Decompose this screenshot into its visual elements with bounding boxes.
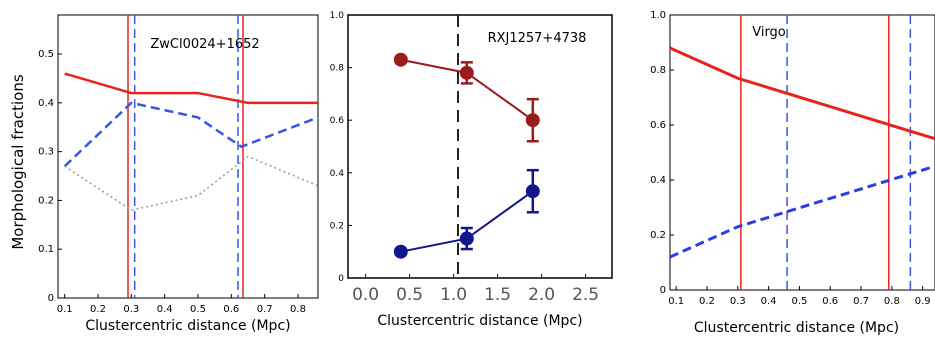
x-tick-label: 2.5 bbox=[572, 285, 599, 305]
y-tick-label: 0.2 bbox=[650, 230, 666, 241]
x-tick-label: 0.3 bbox=[730, 296, 746, 307]
series-line bbox=[64, 72, 318, 105]
x-tick-label: 0.4 bbox=[157, 304, 173, 315]
y-tick-label: 0.2 bbox=[330, 221, 344, 231]
x-axis-label: Clustercentric distance (Mpc) bbox=[85, 318, 290, 334]
x-tick-label: 0.5 bbox=[396, 285, 423, 305]
x-tick-label: 0.8 bbox=[884, 296, 900, 307]
data-point bbox=[525, 113, 540, 128]
data-point bbox=[393, 52, 408, 67]
y-tick-label: 0.4 bbox=[38, 98, 54, 109]
plot-frame bbox=[347, 14, 613, 279]
x-tick-label: 2.0 bbox=[528, 285, 555, 305]
y-tick-label: 0.4 bbox=[330, 169, 345, 179]
series-line bbox=[64, 155, 319, 211]
x-tick-label: 0.1 bbox=[668, 296, 684, 307]
x-axis-label: Clustercentric distance (Mpc) bbox=[694, 320, 899, 336]
y-tick-label: 0 bbox=[48, 293, 54, 304]
x-tick-label: 0.4 bbox=[761, 296, 777, 307]
panel-zwcl0024: 00.10.20.30.40.50.1 0.2 0.3 0.4 0.5 0.6 0.7 0.8… bbox=[38, 14, 319, 334]
y-tick-label: 0.8 bbox=[650, 65, 666, 76]
data-point bbox=[459, 231, 474, 246]
y-tick-label: 0 bbox=[660, 285, 666, 296]
y-tick-label: 0.5 bbox=[38, 49, 54, 60]
y-tick-label: 1.0 bbox=[330, 11, 345, 21]
series-line bbox=[669, 46, 935, 141]
x-tick-label: 1.0 bbox=[440, 285, 467, 305]
y-tick-label: 0.8 bbox=[330, 64, 345, 74]
panel-title: ZwCl0024+1652 bbox=[150, 37, 259, 52]
x-tick-label: 0.5 bbox=[190, 304, 206, 315]
panel-rxj1257: 0 0.2 0.4 0.6 0.8 1.0 0.0 0.5 1.0 1.5 2.0 2.5 RXJ125… bbox=[330, 11, 613, 329]
plot-frame bbox=[669, 14, 935, 291]
x-tick-label: 1.5 bbox=[484, 285, 511, 305]
x-tick-label: 0.6 bbox=[223, 304, 239, 315]
y-tick-label: 0.3 bbox=[38, 147, 54, 158]
y-tick-label: 0.4 bbox=[650, 175, 666, 186]
x-tick-label: 0.0 bbox=[352, 285, 379, 305]
x-tick-label: 0.7 bbox=[853, 296, 869, 307]
shared-y-axis-label: Morphological fractions bbox=[9, 74, 27, 250]
x-tick-label: 0.2 bbox=[699, 296, 715, 307]
x-tick-label: 0.5 bbox=[791, 296, 807, 307]
y-tick-label: 0.6 bbox=[650, 120, 666, 131]
data-point bbox=[525, 184, 540, 199]
panel-virgo: 0 0.2 0.4 0.6 0.8 1.0 0.1 0.2 0.3 0.4 0.5 0.6 0.7 0.8… bbox=[650, 10, 935, 336]
x-tick-label: 0.3 bbox=[123, 304, 139, 315]
panel-title: Virgo bbox=[752, 25, 786, 40]
x-axis-label: Clustercentric distance (Mpc) bbox=[377, 313, 582, 329]
x-tick-label: 0.8 bbox=[290, 304, 306, 315]
data-point bbox=[393, 244, 408, 259]
y-tick-label: 0 bbox=[338, 274, 344, 284]
y-tick-label: 1.0 bbox=[650, 10, 666, 21]
plot-frame bbox=[57, 14, 319, 299]
y-tick-label: 0.2 bbox=[38, 195, 54, 206]
x-tick-label: 0.1 bbox=[57, 304, 73, 315]
y-tick-label: 0.6 bbox=[330, 116, 345, 126]
data-point bbox=[459, 65, 474, 80]
x-tick-label: 0.2 bbox=[90, 304, 106, 315]
x-tick-label: 0.9 bbox=[915, 296, 931, 307]
x-tick-label: 0.6 bbox=[822, 296, 838, 307]
series-line bbox=[63, 101, 319, 168]
series-line bbox=[669, 164, 935, 259]
panel-title: RXJ1257+4738 bbox=[488, 31, 587, 46]
x-tick-label: 0.7 bbox=[257, 304, 273, 315]
y-tick-label: 0.1 bbox=[38, 244, 54, 255]
